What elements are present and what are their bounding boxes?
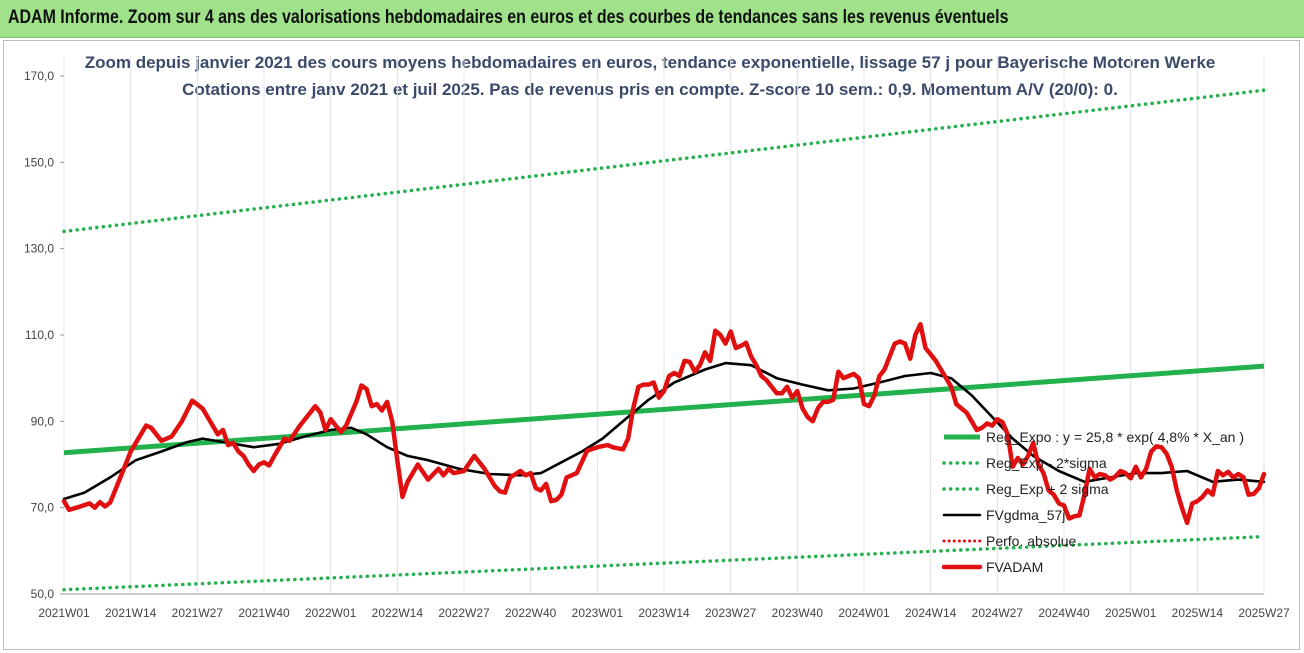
x-tick-label: 2024W27 bbox=[972, 606, 1024, 620]
grid-lines bbox=[63, 56, 1265, 594]
x-tick-label: 2023W27 bbox=[705, 606, 757, 620]
x-tick-label: 2022W01 bbox=[305, 606, 357, 620]
report-banner-title: ADAM Informe. Zoom sur 4 ans des valoris… bbox=[8, 7, 1009, 28]
x-tick-label: 2022W14 bbox=[372, 606, 424, 620]
x-tick-label: 2021W40 bbox=[238, 606, 290, 620]
price-line bbox=[61, 321, 1267, 526]
y-tick-label: 50,0 bbox=[31, 587, 55, 601]
x-tick-label: 2023W01 bbox=[572, 606, 624, 620]
legend-entry-upper-sigma-label: Reg_Exp + 2 sigma bbox=[986, 481, 1109, 497]
legend-entry-lower-sigma-label: Reg_Exp - 2*sigma bbox=[986, 455, 1107, 471]
y-tick-label: 150,0 bbox=[24, 155, 54, 169]
report-banner: ADAM Informe. Zoom sur 4 ans des valoris… bbox=[0, 0, 1304, 38]
lower-sigma-band-line bbox=[62, 534, 1266, 592]
chart-title: Zoom depuis janvier 2021 des cours moyen… bbox=[85, 53, 1216, 72]
regression-line bbox=[63, 363, 1265, 456]
chart-frame bbox=[3, 40, 1300, 650]
x-tick-label: 2024W40 bbox=[1038, 606, 1090, 620]
y-tick-label: 130,0 bbox=[24, 242, 54, 256]
x-tick-label: 2023W40 bbox=[772, 606, 824, 620]
chart-subtitle: Cotations entre janv 2021 et juil 2025. … bbox=[182, 80, 1118, 99]
x-tick-label: 2023W14 bbox=[638, 606, 690, 620]
x-tick-label: 2025W14 bbox=[1172, 606, 1224, 620]
y-tick-label: 110,0 bbox=[25, 328, 54, 342]
legend-entry-perfo-label: Perfo. absolue bbox=[986, 533, 1076, 549]
legend-entry-moving-average-label: FVgdma_57j bbox=[986, 507, 1065, 523]
x-tick-label: 2024W14 bbox=[905, 606, 957, 620]
legend-entry-price-label: FVADAM bbox=[986, 559, 1043, 575]
x-tick-label: 2022W40 bbox=[505, 606, 557, 620]
legend: Reg_Expo : y = 25,8 * exp( 4,8% * X_an )… bbox=[941, 429, 1244, 575]
series-layer bbox=[61, 88, 1267, 592]
x-tick-label: 2022W27 bbox=[438, 606, 490, 620]
y-tick-label: 170,0 bbox=[24, 69, 54, 83]
x-tick-label: 2021W14 bbox=[105, 606, 157, 620]
y-tick-label: 70,0 bbox=[31, 501, 55, 515]
legend-entry-regression-label: Reg_Expo : y = 25,8 * exp( 4,8% * X_an ) bbox=[986, 429, 1244, 445]
x-tick-label: 2024W01 bbox=[838, 606, 890, 620]
x-tick-label: 2025W01 bbox=[1105, 606, 1157, 620]
x-tick-label: 2021W01 bbox=[38, 606, 90, 620]
axes: 2021W01 2021W14 2021W27 2021W40 2022W01 2022W… bbox=[24, 69, 1290, 620]
x-tick-label: 2021W27 bbox=[172, 606, 224, 620]
moving-average-line bbox=[62, 361, 1266, 501]
y-tick-label: 90,0 bbox=[31, 414, 55, 428]
x-tick-label: 2025W27 bbox=[1238, 606, 1290, 620]
